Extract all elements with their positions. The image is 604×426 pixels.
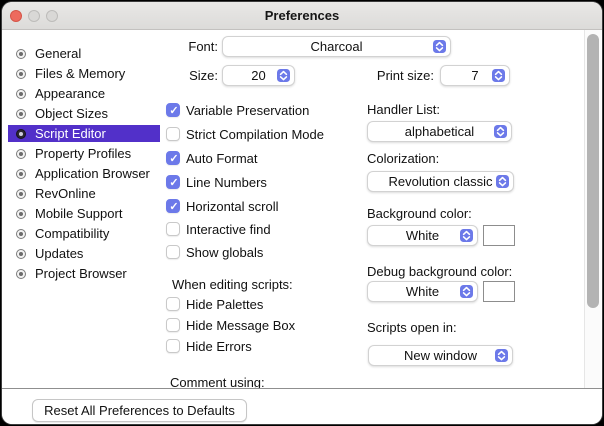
- checkbox-icon: [166, 127, 180, 141]
- updown-chevrons-icon: [277, 69, 290, 82]
- reset-defaults-button[interactable]: Reset All Preferences to Defaults: [32, 399, 247, 422]
- handler-list-label: Handler List:: [367, 102, 440, 117]
- sidebar-item-revonline[interactable]: RevOnline: [8, 185, 160, 202]
- radio-icon: [16, 88, 26, 99]
- comment-using-label: Comment using:: [170, 375, 265, 388]
- radio-icon: [16, 248, 26, 259]
- updown-chevrons-icon: [495, 349, 508, 362]
- radio-icon: [16, 68, 26, 79]
- print-size-label: Print size:: [376, 68, 434, 83]
- checkbox-variable-preservation[interactable]: Variable Preservation: [166, 102, 309, 118]
- checkbox-icon: [166, 175, 181, 190]
- clipped-content: Comment using:: [2, 30, 584, 388]
- sidebar-item-property-profiles[interactable]: Property Profiles: [8, 145, 160, 162]
- zoom-button[interactable]: [46, 10, 58, 22]
- sidebar-item-general[interactable]: General: [8, 45, 160, 62]
- updown-chevrons-icon: [460, 229, 473, 242]
- sidebar-item-project-browser[interactable]: Project Browser: [8, 265, 160, 282]
- size-select[interactable]: 20: [222, 65, 295, 86]
- checkbox-auto-format[interactable]: Auto Format: [166, 150, 258, 166]
- updown-chevrons-icon: [433, 40, 446, 53]
- sidebar-item-mobile-support[interactable]: Mobile Support: [8, 205, 160, 222]
- checkbox-hide-errors[interactable]: Hide Errors: [166, 338, 252, 354]
- minimize-button[interactable]: [28, 10, 40, 22]
- background-color-select[interactable]: White: [367, 225, 478, 246]
- scrollbar-track: [584, 30, 601, 388]
- checkbox-icon: [166, 245, 180, 259]
- radio-icon: [16, 268, 26, 279]
- footer-bar: Reset All Preferences to Defaults: [2, 388, 602, 424]
- sidebar-item-updates[interactable]: Updates: [8, 245, 160, 262]
- sidebar-item-script-editor[interactable]: Script Editor: [8, 125, 160, 142]
- scripts-open-in-select[interactable]: New window: [368, 345, 513, 366]
- checkbox-show-globals[interactable]: Show globals: [166, 244, 263, 260]
- radio-icon: [16, 148, 26, 159]
- radio-icon: [16, 108, 26, 119]
- editing-scripts-group-label: When editing scripts:: [172, 277, 293, 292]
- checkbox-icon: [166, 339, 180, 353]
- colorization-select[interactable]: Revolution classic: [367, 171, 514, 192]
- radio-icon: [16, 228, 26, 239]
- checkbox-hide-palettes[interactable]: Hide Palettes: [166, 296, 263, 312]
- checkbox-interactive-find[interactable]: Interactive find: [166, 221, 271, 237]
- handler-list-select[interactable]: alphabetical: [367, 121, 512, 142]
- checkbox-icon: [166, 222, 180, 236]
- titlebar: Preferences: [2, 2, 602, 30]
- updown-chevrons-icon: [496, 175, 509, 188]
- scrollbar-thumb[interactable]: [587, 34, 599, 308]
- print-size-select[interactable]: 7: [440, 65, 510, 86]
- sidebar-item-files-memory[interactable]: Files & Memory: [8, 65, 160, 82]
- checkbox-line-numbers[interactable]: Line Numbers: [166, 174, 267, 190]
- checkbox-icon: [166, 199, 181, 214]
- background-color-label: Background color:: [367, 206, 472, 221]
- sidebar-item-compatibility[interactable]: Compatibility: [8, 225, 160, 242]
- sidebar-item-object-sizes[interactable]: Object Sizes: [8, 105, 160, 122]
- checkbox-horizontal-scroll[interactable]: Horizontal scroll: [166, 198, 278, 214]
- size-label: Size:: [189, 68, 218, 83]
- checkbox-strict-compilation[interactable]: Strict Compilation Mode: [166, 126, 324, 142]
- radio-icon: [16, 48, 26, 59]
- checkbox-hide-message-box[interactable]: Hide Message Box: [166, 317, 295, 333]
- colorization-label: Colorization:: [367, 151, 440, 166]
- checkbox-icon: [166, 103, 181, 118]
- scripts-open-in-label: Scripts open in:: [367, 320, 457, 335]
- updown-chevrons-icon: [460, 285, 473, 298]
- radio-icon: [16, 188, 26, 199]
- sidebar-item-application-browser[interactable]: Application Browser: [8, 165, 160, 182]
- updown-chevrons-icon: [494, 125, 507, 138]
- sidebar-item-appearance[interactable]: Appearance: [8, 85, 160, 102]
- radio-icon: [16, 168, 26, 179]
- background-color-swatch[interactable]: [483, 225, 515, 246]
- debug-background-color-swatch[interactable]: [483, 281, 515, 302]
- checkbox-icon: [166, 318, 180, 332]
- debug-background-color-label: Debug background color:: [367, 264, 513, 279]
- window-title: Preferences: [264, 8, 340, 23]
- checkbox-icon: [166, 151, 181, 166]
- updown-chevrons-icon: [492, 69, 505, 82]
- radio-icon: [16, 208, 26, 219]
- close-button[interactable]: [10, 10, 22, 22]
- font-select[interactable]: Charcoal: [222, 36, 451, 57]
- font-label: Font:: [188, 39, 218, 54]
- checkbox-icon: [166, 297, 180, 311]
- radio-icon: [16, 128, 26, 139]
- debug-background-color-select[interactable]: White: [367, 281, 478, 302]
